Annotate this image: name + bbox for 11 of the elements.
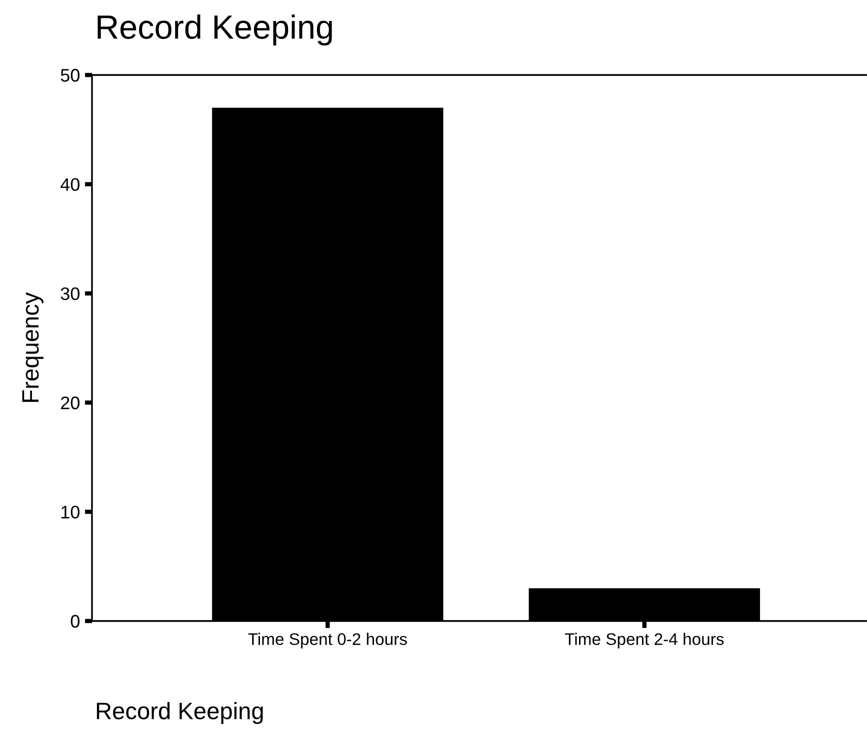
y-tick-label: 0	[70, 614, 80, 628]
y-tick-label: 50	[60, 68, 80, 82]
y-axis-title: Frequency	[22, 292, 44, 402]
x-axis-title: Record Keeping	[96, 702, 263, 724]
y-tick-label: 10	[61, 506, 80, 519]
chart-title: Record Keeping	[98, 14, 332, 46]
x-tick-label: Time Spent 2-4 hours	[564, 632, 724, 648]
y-tick-label: 20	[61, 396, 80, 410]
y-tick-label: 40	[60, 178, 80, 191]
x-tick-label: Time Spent 0-2 hours	[248, 632, 407, 648]
y-tick-label: 30	[60, 287, 80, 300]
